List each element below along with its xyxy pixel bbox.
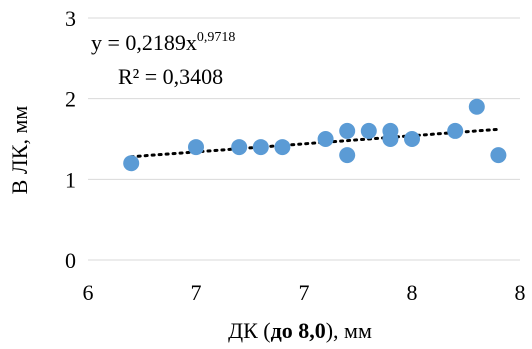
x-axis-title: ДК (до 8,0), мм: [228, 318, 372, 343]
trend-equation: y = 0,2189x0,9718: [91, 30, 235, 55]
x-tick-label: 7: [299, 280, 310, 305]
y-tick-label: 1: [65, 167, 76, 192]
data-points: [123, 98, 507, 172]
data-point: [188, 139, 204, 156]
trendline: [129, 127, 500, 159]
data-point: [447, 122, 464, 139]
data-point: [382, 131, 399, 147]
y-tick-label: 2: [65, 87, 76, 112]
gridlines: [88, 17, 520, 261]
y-tick-labels: 0 1 2 3: [65, 6, 76, 273]
data-point: [231, 139, 248, 156]
x-tick-label: 8: [515, 280, 526, 305]
data-point: [123, 155, 140, 172]
x-tick-labels: 6 7 7 8 8: [83, 280, 526, 305]
data-point: [404, 131, 420, 147]
y-tick-label: 3: [65, 6, 76, 31]
x-tick-label: 6: [83, 280, 94, 305]
x-tick-label: 8: [407, 280, 418, 305]
data-point: [339, 147, 356, 164]
data-point: [317, 131, 334, 147]
data-point: [468, 98, 485, 115]
y-axis-title: В ЛК, мм: [7, 106, 32, 195]
data-point: [360, 122, 377, 139]
r-squared-label: R² = 0,3408: [118, 64, 223, 89]
data-point: [490, 147, 507, 164]
x-tick-label: 7: [191, 280, 202, 305]
data-point: [339, 122, 356, 139]
y-tick-label: 0: [65, 248, 76, 273]
data-point: [252, 139, 269, 156]
trendline-layer: [129, 127, 500, 159]
data-point: [274, 139, 291, 156]
